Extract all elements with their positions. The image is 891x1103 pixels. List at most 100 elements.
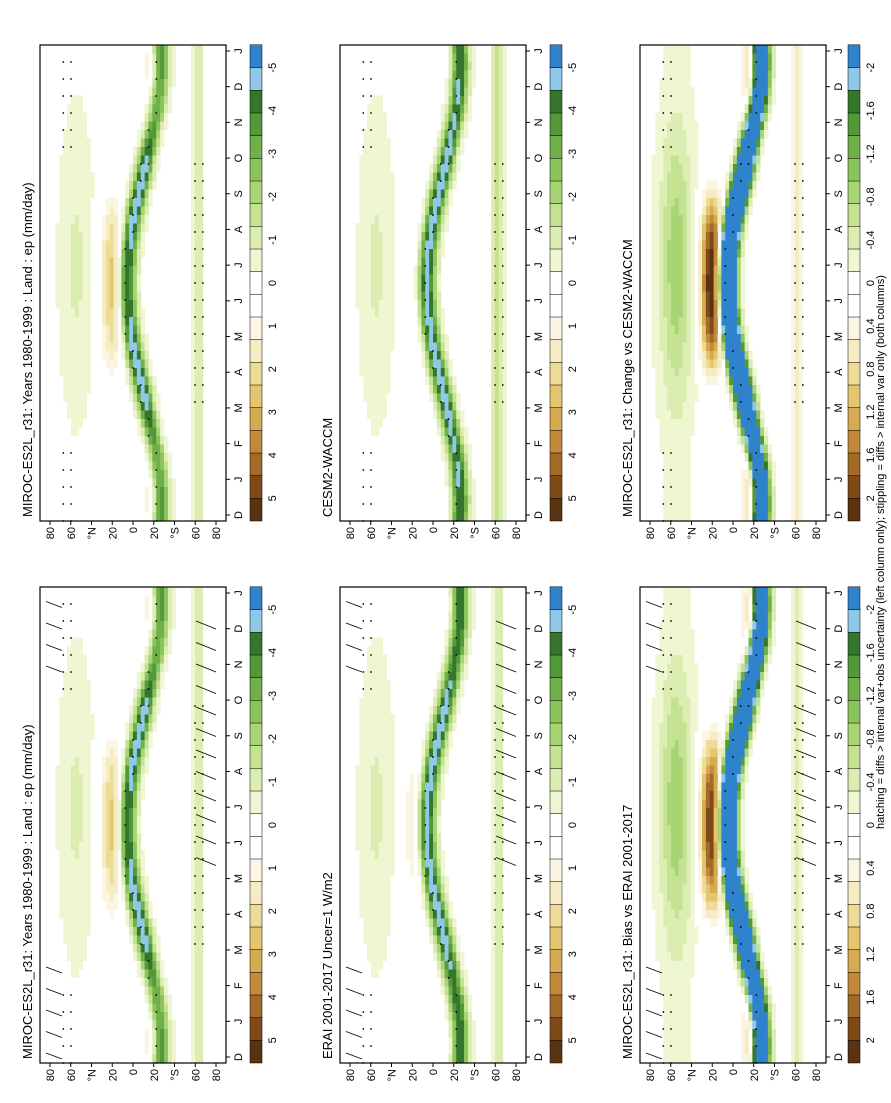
heatmap-cell	[367, 892, 372, 902]
stipple-dot	[794, 909, 796, 911]
heatmap-cell	[191, 1037, 196, 1046]
heatmap-cell	[191, 986, 196, 995]
heatmap-cell	[148, 376, 153, 385]
heatmap-cell	[795, 756, 800, 766]
heatmap-cell	[456, 663, 461, 672]
heatmap-cell	[371, 807, 376, 817]
heatmap-cell	[682, 680, 687, 689]
heatmap-cell	[733, 807, 738, 817]
heatmap-cell	[109, 367, 115, 377]
heatmap-cell	[421, 782, 426, 791]
heatmap-cell	[198, 612, 204, 621]
heatmap-cell	[795, 1003, 800, 1012]
heatmap-cell	[729, 816, 734, 825]
heatmap-cell	[736, 824, 742, 834]
heatmap-cell	[495, 376, 500, 385]
heatmap-cell	[667, 892, 672, 902]
heatmap-cell	[156, 112, 161, 122]
heatmap-cell	[705, 756, 711, 766]
heatmap-cell	[667, 994, 672, 1004]
heatmap-cell	[705, 850, 711, 859]
heatmap-cell	[105, 308, 111, 317]
stipple-dot	[70, 620, 72, 622]
heatmap-cell	[756, 1037, 761, 1046]
heatmap-cell	[686, 1037, 691, 1046]
heatmap-cell	[390, 807, 395, 817]
heatmap-cell	[160, 121, 165, 130]
heatmap-cell	[121, 841, 126, 851]
heatmap-cell	[148, 95, 153, 105]
heatmap-cell	[798, 926, 804, 936]
heatmap-cell	[67, 935, 72, 944]
heatmap-cell	[795, 748, 800, 757]
heatmap-cell	[495, 841, 500, 851]
heatmap-cell	[171, 595, 177, 604]
heatmap-cell	[467, 595, 473, 604]
heatmap-cell	[440, 986, 446, 995]
heatmap-cell	[448, 1054, 453, 1063]
heatmap-cell	[371, 765, 376, 774]
heatmap-cell	[78, 155, 84, 164]
heatmap-cell	[133, 231, 138, 241]
colorbar-label: -5	[267, 63, 279, 73]
heatmap-cell	[198, 129, 204, 139]
heatmap-cell	[436, 384, 442, 394]
heatmap-cell	[491, 807, 496, 817]
heatmap-cell	[152, 112, 157, 122]
heatmap-cell	[152, 138, 157, 147]
heatmap-cell	[667, 926, 672, 936]
heatmap-cell	[363, 875, 368, 885]
heatmap-cell	[105, 197, 111, 207]
heatmap-cell	[740, 756, 746, 766]
heatmap-cell	[655, 841, 660, 851]
heatmap-cell	[371, 367, 376, 377]
heatmap-cell	[667, 782, 672, 791]
heatmap-cell	[109, 782, 115, 791]
heatmap-cell	[682, 969, 687, 978]
heatmap-cell	[464, 654, 469, 664]
heatmap-cell	[686, 629, 691, 638]
heatmap-cell	[129, 223, 134, 232]
heatmap-cell	[444, 671, 449, 681]
heatmap-cell	[471, 595, 477, 604]
heatmap-cell	[444, 739, 449, 749]
stipple-dot	[62, 1011, 65, 1013]
heatmap-cell	[448, 586, 453, 596]
heatmap-cell	[491, 654, 496, 664]
heatmap-cell	[144, 112, 149, 122]
lat-tick-label: 80	[811, 1069, 823, 1081]
heatmap-cell	[86, 214, 91, 224]
heatmap-cell	[59, 282, 64, 292]
heatmap-cell	[667, 697, 672, 706]
heatmap-cell	[67, 833, 72, 842]
heatmap-cell	[744, 714, 749, 723]
heatmap-cell	[78, 350, 84, 360]
heatmap-cell	[791, 756, 796, 766]
heatmap-cell	[752, 697, 757, 706]
stipple-dot	[455, 603, 458, 605]
heatmap-cell	[144, 53, 149, 62]
heatmap-cell	[740, 782, 746, 791]
heatmap-cell	[152, 943, 157, 953]
heatmap-cell	[686, 867, 691, 876]
heatmap-cell	[682, 841, 687, 851]
heatmap-cell	[198, 393, 204, 402]
heatmap-cell	[686, 918, 691, 927]
heatmap-cell	[771, 1003, 777, 1012]
heatmap-cell	[686, 935, 691, 944]
heatmap-cell	[498, 469, 504, 479]
heatmap-cell	[167, 620, 173, 630]
heatmap-cell	[767, 1045, 773, 1055]
heatmap-cell	[117, 816, 122, 825]
heatmap-cell	[678, 697, 684, 706]
heatmap-cell	[59, 867, 64, 876]
heatmap-cell	[195, 163, 200, 173]
heatmap-cell	[198, 1003, 204, 1012]
heatmap-cell	[67, 841, 72, 851]
heatmap-cell	[67, 714, 72, 723]
heatmap-cell	[444, 875, 449, 885]
heatmap-cell	[367, 935, 372, 944]
heatmap-cell	[752, 1003, 757, 1012]
lat-tick-label: 60	[190, 1069, 202, 1081]
heatmap-cell	[86, 858, 91, 868]
